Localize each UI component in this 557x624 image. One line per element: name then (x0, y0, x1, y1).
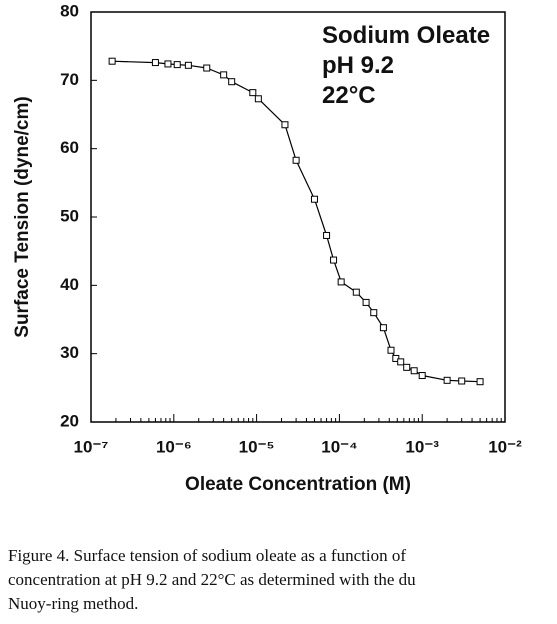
y-tick-label: 70 (60, 70, 79, 89)
data-point (203, 64, 211, 72)
data-point (337, 278, 345, 286)
data-point (173, 61, 181, 69)
data-point (352, 288, 360, 296)
y-tick-label: 80 (60, 1, 79, 20)
data-point (151, 59, 159, 67)
data-point (379, 324, 387, 332)
data-point (387, 346, 395, 354)
x-tick-label: 10⁻² (488, 437, 522, 456)
data-point (292, 156, 300, 164)
data-point (458, 377, 466, 385)
y-axis-label: Surface Tension (dyne/cm) (12, 96, 33, 337)
data-point (184, 61, 192, 69)
annotation: 22°C (322, 82, 376, 109)
x-tick-label: 10⁻³ (405, 437, 439, 456)
y-tick-label: 50 (60, 206, 79, 225)
caption: Figure 4. Surface tension of sodium olea… (8, 546, 406, 565)
plot-frame (90, 11, 506, 423)
data-point (418, 372, 426, 380)
data-point (220, 71, 228, 79)
data-point (164, 60, 172, 68)
y-tick-label: 30 (60, 343, 79, 362)
data-point (108, 57, 116, 65)
x-axis-label: Oleate Concentration (M) (185, 474, 411, 495)
data-point (228, 78, 236, 86)
x-tick-label: 10⁻⁵ (239, 437, 275, 456)
data-point (443, 376, 451, 384)
y-tick-label: 20 (60, 411, 79, 430)
annotation: Sodium Oleate (322, 22, 490, 49)
data-point (370, 309, 378, 317)
data-point (323, 231, 331, 239)
data-point (397, 358, 405, 366)
data-point (249, 89, 257, 97)
data-point (254, 95, 262, 103)
data-point (476, 378, 484, 386)
caption: concentration at pH 9.2 and 22°C as dete… (8, 570, 416, 589)
data-point (330, 256, 338, 264)
data-point (310, 195, 318, 203)
x-tick-label: 10⁻⁴ (321, 437, 357, 456)
data-point (403, 363, 411, 371)
y-tick-label: 40 (60, 275, 79, 294)
data-point (281, 121, 289, 129)
caption: Nuoy-ring method. (8, 594, 138, 613)
data-line (112, 60, 481, 383)
x-tick-label: 10⁻⁷ (74, 437, 109, 456)
data-point (362, 298, 370, 306)
x-tick-label: 10⁻⁶ (156, 437, 192, 456)
data-point (410, 367, 418, 375)
y-tick-label: 60 (60, 138, 79, 157)
annotation: pH 9.2 (322, 52, 394, 79)
